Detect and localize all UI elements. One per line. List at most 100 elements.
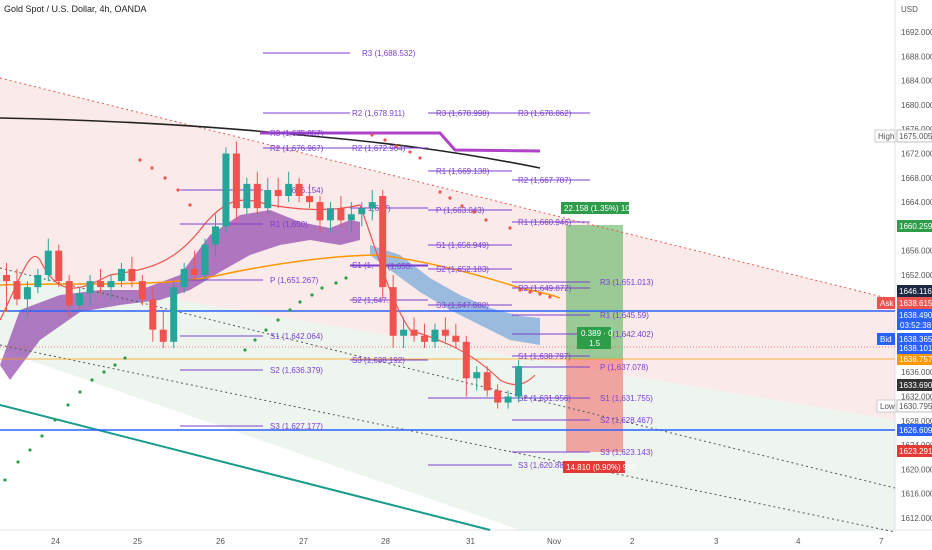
candle-body[interactable] [253, 183, 261, 209]
low-tag-label-bg [876, 399, 896, 413]
low-tag-label: Low [880, 402, 895, 411]
candle-body[interactable] [97, 281, 105, 288]
sar-dot [310, 293, 314, 297]
ask-tag [897, 297, 932, 309]
candle-body[interactable] [128, 268, 136, 282]
lower-trend-dotted[interactable] [0, 267, 896, 489]
pivot-label: R3 (1,675.357) [270, 129, 324, 138]
candle-body[interactable] [138, 281, 146, 300]
sar-dot [370, 133, 374, 137]
pivot-label: R1 (1,650) [270, 220, 308, 229]
pivot-label: R2 (1,667.787) [518, 176, 572, 185]
orange-value: 1636.757 [899, 355, 932, 364]
candle-body[interactable] [379, 196, 387, 288]
candle-body[interactable] [452, 335, 460, 342]
candle-body[interactable] [295, 183, 303, 197]
candle-body[interactable] [107, 281, 115, 288]
candle-body[interactable] [504, 396, 512, 403]
candle-body[interactable] [316, 202, 324, 221]
sl-tag-value: 1623.291 [899, 447, 932, 456]
candle-body[interactable] [306, 196, 314, 203]
sar-dot [418, 156, 422, 160]
time-tick-label: 7 [879, 537, 884, 546]
sar-dot [383, 138, 387, 142]
candle-body[interactable] [400, 329, 408, 336]
candle-body[interactable] [201, 244, 209, 275]
candle-body[interactable] [76, 293, 84, 306]
candle-body[interactable] [13, 281, 21, 300]
target-label-box [561, 202, 629, 214]
candle-body[interactable] [358, 208, 366, 215]
candle-body[interactable] [191, 268, 199, 275]
sar-dot [188, 203, 192, 207]
bid-label-bg [877, 333, 895, 345]
candle-body[interactable] [462, 341, 470, 379]
candle-body[interactable] [3, 275, 10, 282]
candle-body[interactable] [264, 189, 272, 209]
candle-body[interactable] [44, 250, 52, 275]
candle-body[interactable] [483, 372, 491, 391]
stop-label: 14.810 (0.90%) 990 [566, 463, 637, 472]
candle-body[interactable] [441, 329, 449, 336]
candle-body[interactable] [389, 287, 397, 336]
pivot-label: R3 (1,678.862) [518, 109, 572, 118]
candle-body[interactable] [86, 281, 94, 294]
candle-body[interactable] [180, 268, 188, 288]
bid-value: 1638.365 [899, 335, 932, 344]
sar-dot [334, 281, 338, 285]
time-tick-label: 4 [796, 537, 801, 546]
blue-upper-tag [897, 285, 932, 297]
pivot-label: S1 (1,631.755) [600, 394, 653, 403]
candle-body[interactable] [473, 372, 481, 379]
sar-dot [460, 204, 464, 208]
upper-trend-dotted[interactable] [0, 77, 896, 301]
sar-dot [518, 288, 522, 292]
candle-body[interactable] [421, 335, 428, 342]
candle-body[interactable] [494, 390, 502, 403]
position-stop-zone[interactable] [566, 359, 623, 452]
blue-upper-value: 1646.116 [899, 287, 932, 296]
candle-body[interactable] [149, 299, 157, 330]
candle-body[interactable] [55, 250, 63, 282]
countdown-value: 03:52:38 [900, 321, 932, 330]
pivot-label: S2 (1,652.183) [436, 265, 489, 274]
sar-dot [113, 363, 117, 367]
sar-dot [448, 196, 452, 200]
sar-dot [150, 166, 154, 170]
candle-body[interactable] [368, 202, 376, 209]
sar-dot [28, 448, 32, 452]
teal-trend-line[interactable] [0, 404, 491, 531]
symbol-title[interactable]: Gold Spot / U.S. Dollar, 4h, OANDA [4, 4, 147, 14]
candle-body[interactable] [222, 153, 230, 227]
price-axis-panel[interactable] [895, 0, 932, 550]
candle-body[interactable] [243, 183, 251, 209]
candle-body[interactable] [170, 287, 178, 342]
price-tick-label: 1628.000 [901, 417, 932, 426]
candle-body[interactable] [410, 329, 418, 336]
pivot-label: P (1,651.267) [270, 276, 319, 285]
candle-body[interactable] [274, 189, 282, 197]
sl-tag [897, 445, 932, 457]
candle-body[interactable] [117, 268, 125, 282]
candle-body[interactable] [159, 329, 167, 342]
candle-body[interactable] [34, 275, 42, 288]
candle-body[interactable] [337, 208, 345, 221]
candle-body[interactable] [431, 329, 439, 342]
pivot-label: R3 (1,651.013) [600, 278, 654, 287]
price-tick-label: 1680.000 [901, 101, 932, 110]
lower-trend-dotted-2[interactable] [0, 344, 896, 533]
candle-body[interactable] [232, 153, 240, 209]
candle-body[interactable] [285, 183, 293, 197]
candle-body[interactable] [23, 287, 31, 300]
candle-body[interactable] [326, 208, 334, 221]
ratio-line1: 0.389 · 0 [581, 329, 613, 338]
candle-body[interactable] [515, 366, 523, 397]
candle-body[interactable] [347, 214, 355, 221]
sar-dot [3, 478, 7, 482]
stop-label-box [563, 461, 625, 473]
pivot-label: R2 (1,676.967) [270, 144, 324, 153]
candle-body[interactable] [212, 226, 219, 245]
candle-body[interactable] [65, 281, 73, 306]
high-tag-label-bg [874, 129, 896, 143]
